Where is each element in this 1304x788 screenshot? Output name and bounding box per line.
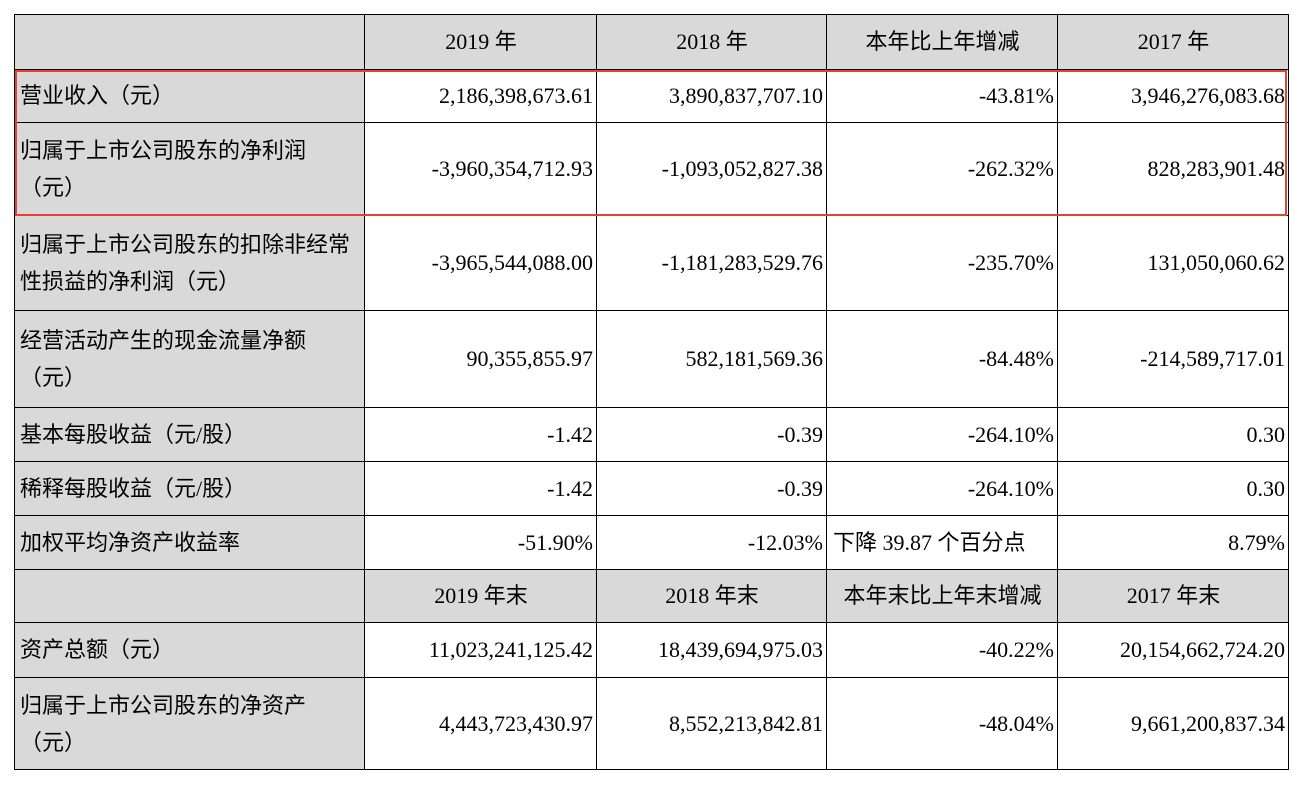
grid-line: [596, 14, 597, 770]
header-col-2019: 2019 年: [365, 14, 597, 69]
header-col-2017: 2017 年: [1058, 14, 1289, 69]
grid-line: [1057, 14, 1058, 770]
grid-line: [14, 407, 1289, 408]
value-2017: 3,946,276,083.68: [1131, 83, 1285, 108]
table-row-basic-eps: 基本每股收益（元/股） -1.42 -0.39 -264.10% 0.30: [14, 407, 1289, 461]
value-2018: 582,181,569.36: [685, 346, 824, 371]
value-change: -264.10%: [967, 475, 1054, 501]
value-2019-end: 4,443,723,430.97: [439, 711, 593, 736]
value-2017: 8.79%: [1228, 529, 1285, 555]
value-2018: -0.39: [777, 421, 823, 447]
value-2019: -1.42: [547, 421, 593, 447]
row-label: 归属于上市公司股东的净资产（元）: [14, 677, 365, 770]
table-row-net-profit: 归属于上市公司股东的净利润（元） -3,960,354,712.93 -1,09…: [14, 122, 1289, 215]
value-2019-end: 11,023,241,125.42: [428, 637, 593, 662]
value-change: -235.70%: [967, 250, 1054, 275]
row-label: 稀释每股收益（元/股）: [14, 461, 365, 515]
value-2017: 0.30: [1246, 475, 1286, 501]
row-label: 归属于上市公司股东的扣除非经常性损益的净利润（元）: [14, 215, 365, 310]
table-row-net-profit-excl: 归属于上市公司股东的扣除非经常性损益的净利润（元） -3,965,544,088…: [14, 215, 1289, 310]
value-2017-end: 9,661,200,837.34: [1131, 711, 1285, 736]
table-row-total-assets: 资产总额（元） 11,023,241,125.42 18,439,694,975…: [14, 622, 1289, 677]
value-2017: 0.30: [1246, 421, 1286, 447]
value-2018: 3,890,837,707.10: [669, 83, 823, 108]
value-2018-end: 18,439,694,975.03: [658, 637, 823, 662]
value-change: -262.32%: [967, 156, 1054, 181]
value-2019: -1.42: [547, 475, 593, 501]
table-row-revenue: 营业收入（元） 2,186,398,673.61 3,890,837,707.1…: [14, 69, 1289, 122]
value-2018: -12.03%: [747, 529, 823, 555]
header-label-cell: [14, 14, 365, 69]
grid-line: [14, 215, 1289, 216]
value-change-end: -40.22%: [978, 637, 1054, 662]
value-2018: -0.39: [777, 475, 823, 501]
value-2017: 131,050,060.62: [1147, 250, 1286, 275]
value-2019: -51.90%: [517, 529, 593, 555]
row-label: 营业收入（元）: [14, 69, 365, 122]
grid-line: [826, 14, 827, 770]
value-change: -43.81%: [978, 83, 1054, 108]
value-change-end: -48.04%: [978, 711, 1054, 736]
grid-line: [14, 677, 1289, 678]
value-2018-end: 8,552,213,842.81: [669, 711, 823, 736]
table-subheader-row: 2019 年末 2018 年末 本年末比上年末增减 2017 年末: [14, 569, 1289, 622]
grid-line: [1288, 14, 1289, 770]
grid-line: [14, 14, 1289, 15]
value-2018: -1,181,283,529.76: [661, 250, 823, 275]
row-label-text: 经营活动产生的现金流量净额（元）: [20, 327, 307, 390]
row-label-text: 归属于上市公司股东的扣除非经常性损益的净利润（元）: [20, 231, 351, 294]
table-row-diluted-eps: 稀释每股收益（元/股） -1.42 -0.39 -264.10% 0.30: [14, 461, 1289, 515]
row-label: 资产总额（元）: [14, 622, 365, 677]
subheader-col-2019-end: 2019 年末: [365, 569, 597, 622]
value-2019: 2,186,398,673.61: [439, 83, 593, 108]
subheader-col-change-end: 本年末比上年末增减: [827, 569, 1058, 622]
row-label-text: 归属于上市公司股东的净利润（元）: [20, 137, 307, 200]
grid-line: [14, 569, 1289, 570]
subheader-label-cell: [14, 569, 365, 622]
value-change: 下降 39.87 个百分点: [833, 529, 1026, 555]
grid-line: [14, 310, 1289, 311]
row-label: 经营活动产生的现金流量净额（元）: [14, 310, 365, 407]
table-row-roe: 加权平均净资产收益率 -51.90% -12.03% 下降 39.87 个百分点…: [14, 515, 1289, 569]
value-2019: 90,355,855.97: [466, 346, 594, 371]
subheader-col-2017-end: 2017 年末: [1058, 569, 1289, 622]
header-col-change: 本年比上年增减: [827, 14, 1058, 69]
grid-line: [14, 461, 1289, 462]
row-label-text: 归属于上市公司股东的净资产（元）: [20, 692, 307, 755]
value-2018: -1,093,052,827.38: [661, 156, 823, 181]
value-2017: 828,283,901.48: [1147, 156, 1286, 181]
grid-line: [14, 515, 1289, 516]
value-2019: -3,965,544,088.00: [431, 250, 593, 275]
financial-data-table: 2019 年 2018 年 本年比上年增减 2017 年 营业收入（元） 2,1…: [14, 14, 1289, 770]
grid-line: [14, 69, 1289, 70]
value-2017-end: 20,154,662,724.20: [1120, 637, 1285, 662]
table-header-row: 2019 年 2018 年 本年比上年增减 2017 年: [14, 14, 1289, 69]
grid-line: [14, 769, 1289, 770]
row-label: 基本每股收益（元/股）: [14, 407, 365, 461]
value-change: -84.48%: [978, 346, 1054, 371]
grid-line: [14, 122, 1289, 123]
table-row-operating-cashflow: 经营活动产生的现金流量净额（元） 90,355,855.97 582,181,5…: [14, 310, 1289, 407]
subheader-col-2018-end: 2018 年末: [597, 569, 827, 622]
grid-line: [14, 622, 1289, 623]
value-2019: -3,960,354,712.93: [431, 156, 593, 181]
header-col-2018: 2018 年: [597, 14, 827, 69]
value-change: -264.10%: [967, 421, 1054, 447]
row-label: 加权平均净资产收益率: [14, 515, 365, 569]
grid-line: [364, 14, 365, 770]
row-label: 归属于上市公司股东的净利润（元）: [14, 122, 365, 215]
value-2017: -214,589,717.01: [1140, 346, 1285, 371]
table-row-net-assets: 归属于上市公司股东的净资产（元） 4,443,723,430.97 8,552,…: [14, 677, 1289, 770]
grid-line: [14, 14, 15, 770]
